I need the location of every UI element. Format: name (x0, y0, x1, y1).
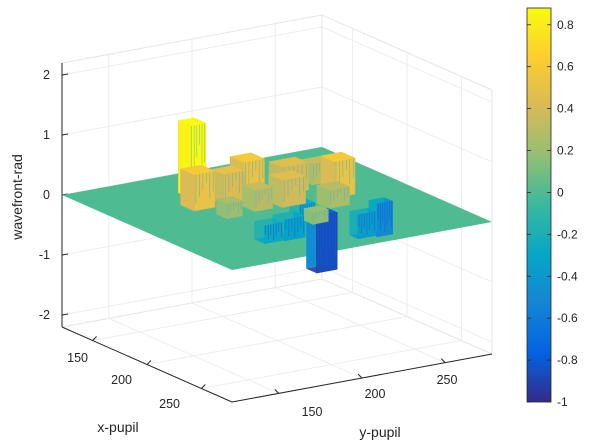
surface-block (267, 169, 307, 208)
surface-block (349, 207, 377, 240)
z-tick-1: 1 (43, 128, 50, 142)
block-face-front (226, 200, 243, 220)
colorbar-tick-label: 0.8 (557, 18, 574, 32)
colorbar-tick-label: -0.6 (557, 311, 578, 325)
y-tickmark-0 (274, 389, 280, 394)
y-axis-label: y-pupil (359, 424, 400, 440)
block-face-front (254, 186, 274, 212)
x-tick-200: 200 (111, 373, 132, 387)
z-tick-2: 2 (43, 68, 50, 82)
z-tickmark-0 (61, 313, 69, 316)
y-tickmark-1 (357, 373, 363, 379)
surface-block (315, 181, 351, 209)
grid-z-4 (61, 26, 493, 103)
surface-block (241, 181, 274, 213)
block-face-front (193, 170, 216, 212)
z-tickmark-1 (61, 253, 69, 256)
block-top (229, 152, 266, 163)
block-top (241, 181, 274, 191)
colorbar-tick-label: -0.4 (557, 269, 578, 283)
y-tick-200: 200 (365, 387, 386, 401)
colorbar-tick-label: 0 (557, 185, 564, 199)
x-tickmark-2 (201, 384, 206, 389)
colorbar-ticks: -1 -0.8 -0.6 -0.4 -0.2 0 0.2 0.4 0.6 0.8 (527, 18, 578, 409)
wavefront-surface (62, 117, 492, 274)
z-tick-0: 0 (43, 188, 50, 202)
z-tick-neg2: -2 (39, 308, 50, 322)
grid-y-2 (201, 76, 462, 389)
block-top (210, 165, 246, 175)
grid-z-3 (61, 86, 493, 163)
block-face-left (180, 168, 195, 212)
grid-y-1 (146, 52, 408, 365)
block-top (268, 156, 310, 168)
z-tick-neg1: -1 (39, 248, 50, 262)
block-top (177, 117, 207, 127)
block-top (303, 205, 330, 213)
x-tickmark-1 (146, 360, 152, 365)
y-tick-250: 250 (437, 373, 458, 387)
block-face-front (281, 175, 306, 208)
z-axis-label: wavefront-rad (9, 154, 25, 241)
grid-x-2 (274, 23, 446, 364)
y-tick-150: 150 (302, 405, 323, 419)
surface-block (179, 164, 216, 212)
x-tick-250: 250 (159, 397, 180, 411)
block-top (215, 196, 244, 205)
surface-plane (62, 147, 492, 270)
surface-block (215, 196, 244, 220)
x-axis-label: x-pupil (97, 419, 138, 435)
z-tickmark-3 (61, 133, 69, 136)
block-top (179, 164, 216, 176)
grid-x-0 (108, 54, 279, 394)
colorbar-tick-label: -1 (557, 395, 568, 409)
surface-block (254, 217, 283, 244)
x-tick-150: 150 (67, 351, 88, 365)
surface-block (303, 205, 330, 225)
colorbar-tick-label: 0.2 (557, 144, 574, 158)
colorbar-tick-label: -0.8 (557, 353, 578, 367)
box-floor-back-edges (61, 278, 493, 355)
grid-y-0 (92, 28, 354, 341)
y-tickmark-2 (440, 358, 446, 363)
block-top (315, 181, 351, 191)
colorbar-tick-label: 0.6 (557, 60, 574, 74)
tick-labels: 2 1 0 -1 -2 150 200 250 150 200 250 (39, 68, 458, 419)
colorbar-tick-label: 0.4 (557, 102, 574, 116)
colorbar-gradient (526, 7, 552, 403)
x-tickmark-0 (92, 336, 97, 341)
block-top (267, 169, 307, 181)
block-top (319, 151, 356, 163)
box-top-edges (61, 14, 493, 91)
colorbar-tick-label: -0.2 (557, 227, 578, 241)
grid-z-0 (61, 266, 493, 343)
colorbar: -1 -0.8 -0.6 -0.4 -0.2 0 0.2 0.4 0.6 0.8 (526, 7, 578, 409)
z-tickmark-4 (61, 73, 69, 76)
